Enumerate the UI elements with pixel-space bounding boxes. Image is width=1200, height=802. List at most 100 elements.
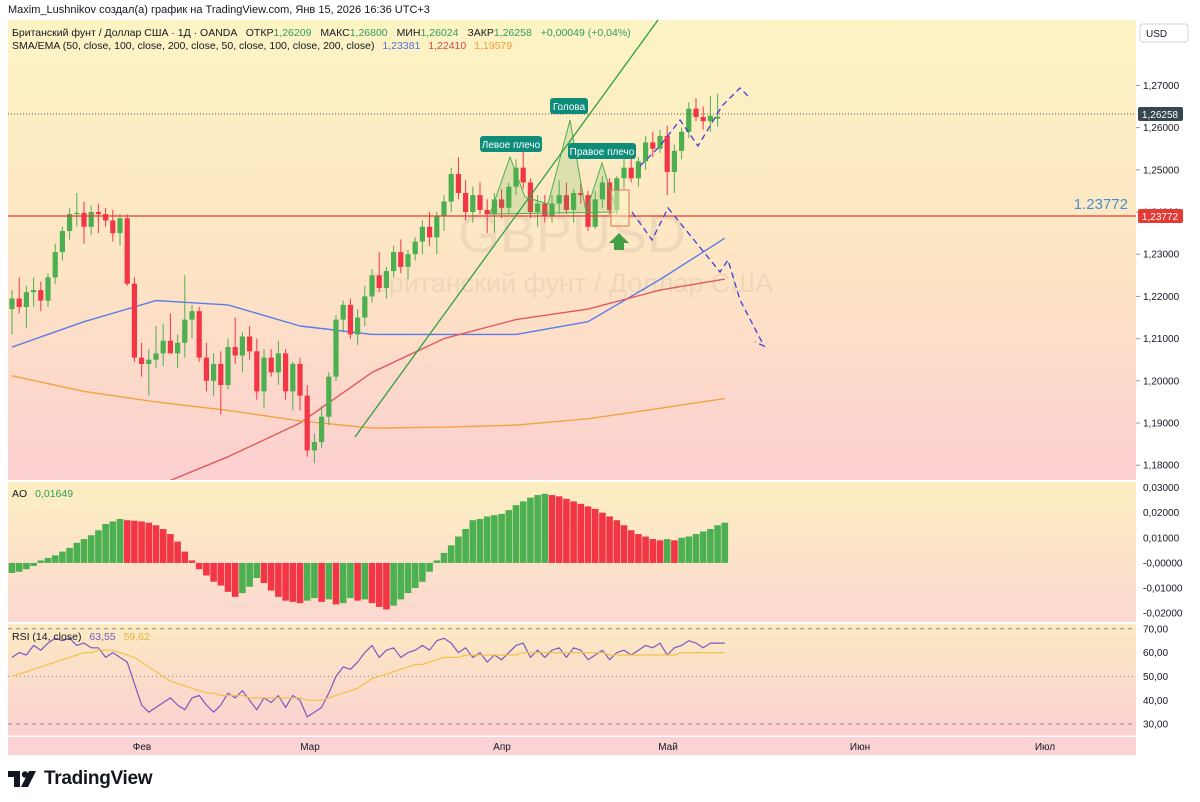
ao-bar	[123, 520, 131, 563]
candle-body	[124, 218, 130, 284]
candle-body	[110, 220, 116, 234]
ao-bar	[15, 562, 23, 572]
trendline[interactable]	[354, 19, 659, 438]
ao-axis-label: 0,03000	[1143, 483, 1180, 494]
ao-bar	[606, 516, 613, 563]
ao-bar	[59, 551, 66, 563]
ao-bar	[563, 498, 570, 563]
tradingview-logo-icon	[8, 771, 36, 787]
projection-path-down[interactable]	[631, 206, 766, 348]
callout-head[interactable]: Голова	[550, 98, 588, 114]
candle-body	[455, 174, 461, 194]
callout-head-label: Голова	[553, 102, 586, 113]
currency-label: USD	[1146, 29, 1167, 40]
tradingview-footer[interactable]: TradingView	[8, 768, 153, 790]
ao-bar	[548, 495, 556, 563]
candle-body	[635, 161, 641, 179]
candle-body	[225, 347, 231, 386]
projection-path-up[interactable]	[639, 87, 749, 167]
candle-body	[347, 304, 353, 335]
candle-body	[9, 298, 15, 310]
candle-body	[556, 195, 562, 204]
ao-bar	[447, 545, 455, 563]
ao-bar	[37, 560, 45, 563]
callout-left-shoulder-label: Левое плечо	[482, 140, 541, 151]
ao-bar	[390, 562, 397, 606]
ao-bar	[440, 552, 448, 563]
candle-body	[203, 357, 209, 381]
ao-bar	[73, 542, 81, 563]
candle-body	[196, 311, 202, 358]
candle-body	[59, 231, 65, 253]
time-axis-label: Июн	[850, 742, 870, 753]
candle-body	[175, 342, 181, 354]
ao-bar	[678, 537, 685, 563]
callout-left-shoulder[interactable]: Левое плечо	[480, 136, 542, 152]
ao-bar	[361, 562, 369, 600]
time-axis-label: Апр	[493, 742, 511, 753]
pattern-box[interactable]	[610, 189, 630, 227]
candle-body	[412, 241, 418, 255]
callout-right-shoulder[interactable]: Правое плечо	[568, 143, 636, 159]
ao-bar	[246, 562, 253, 587]
price-axis[interactable]	[1136, 20, 1192, 755]
candle-body	[297, 363, 303, 396]
ao-bar	[699, 531, 707, 563]
candle-body	[679, 131, 685, 151]
candle-body	[434, 216, 440, 238]
ao-bar	[591, 508, 599, 563]
ao-bar	[318, 562, 325, 602]
candle-body	[693, 108, 699, 118]
candle-body	[311, 442, 317, 451]
main-pane[interactable]	[8, 20, 1136, 480]
ao-bar	[282, 562, 289, 601]
ao-bar	[397, 562, 405, 600]
candle-body	[290, 363, 296, 392]
ao-axis-label: -0,01000	[1143, 584, 1183, 595]
ao-bar	[512, 505, 520, 563]
ao-bar	[267, 562, 275, 591]
candle-body	[657, 136, 663, 149]
ao-bar	[23, 562, 30, 570]
ao-bar	[541, 493, 549, 563]
ao-bar	[555, 496, 563, 563]
ao-bar	[411, 562, 419, 589]
candle-body	[700, 117, 706, 122]
price-axis-label: 1,22000	[1143, 292, 1180, 303]
ao-bar	[433, 560, 441, 563]
price-axis-label: 1,23000	[1143, 250, 1180, 261]
candle-body	[16, 298, 22, 307]
candle-body	[427, 226, 433, 238]
ao-bar	[685, 536, 693, 563]
ao-bar	[102, 523, 109, 563]
candle-body	[563, 195, 569, 210]
price-axis-label: 1,25000	[1143, 165, 1180, 176]
candle-body	[549, 203, 555, 217]
level-price-tag-label: 1,23772	[1142, 212, 1179, 223]
candle-body	[146, 359, 152, 364]
candle-body	[103, 214, 109, 221]
time-axis[interactable]	[8, 737, 1136, 755]
candle-body	[621, 167, 627, 179]
ao-bar	[80, 539, 88, 563]
candle-body	[131, 283, 137, 358]
rsi-line	[11, 637, 725, 718]
ao-bar	[145, 522, 153, 563]
candle-body	[477, 195, 483, 210]
ao-bar	[231, 562, 239, 597]
candle-body	[491, 199, 497, 215]
candle-body	[686, 108, 692, 132]
ao-bar	[491, 515, 498, 563]
ao-bar	[476, 518, 484, 563]
ao-bar	[181, 551, 189, 563]
rsi-pane[interactable]	[8, 624, 1136, 736]
candle-body	[643, 142, 649, 162]
candle-body	[153, 353, 159, 360]
ao-bar	[159, 529, 167, 563]
ao-bar	[627, 530, 635, 563]
candle-body	[283, 353, 289, 392]
candle-body	[405, 254, 411, 267]
currency-badge[interactable]: USD	[1139, 23, 1189, 43]
ma-line-sma200	[11, 375, 725, 429]
